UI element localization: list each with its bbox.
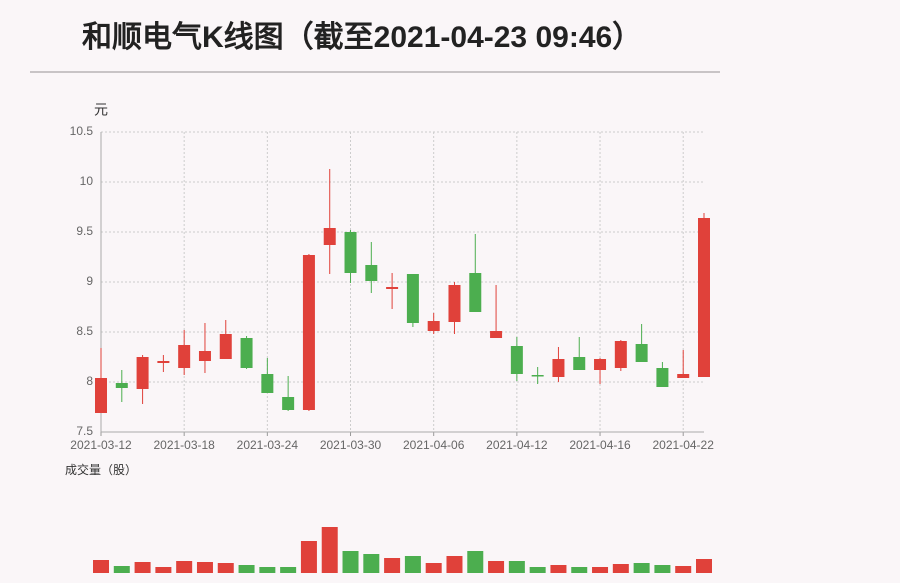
volume-label: 成交量（股） [65, 462, 137, 477]
candle-body [198, 351, 211, 361]
x-tick-label: 2021-04-06 [403, 438, 465, 452]
volume-bar [592, 567, 609, 573]
volume-bar [446, 556, 463, 573]
volume-bar [217, 563, 234, 573]
volume-bar [342, 551, 359, 573]
candle-body [261, 374, 274, 393]
candle-body [178, 345, 191, 368]
x-tick-label: 2021-04-12 [486, 438, 548, 452]
volume-bar [696, 559, 712, 573]
candle-body [552, 359, 565, 377]
candle-body [386, 287, 399, 289]
candle-body [406, 274, 419, 323]
volume-bar [155, 567, 172, 573]
x-tick-label: 2021-03-30 [320, 438, 382, 452]
y-tick-label: 10 [80, 174, 94, 188]
candle-body [510, 346, 523, 374]
volume-bar [384, 558, 401, 573]
candle-body [282, 397, 295, 410]
volume-bar [321, 527, 338, 573]
y-tick-label: 7.5 [76, 424, 93, 438]
volume-bar [425, 563, 442, 573]
volume-bar [508, 561, 525, 573]
volume-bar [259, 567, 276, 573]
volume-bar [550, 565, 567, 573]
x-tick-label: 2021-04-22 [653, 438, 715, 452]
volume-bar [654, 565, 671, 573]
candle-body [136, 357, 149, 389]
candle-body [635, 344, 648, 362]
volume-bar [280, 567, 297, 573]
candle-body [573, 357, 586, 370]
y-tick-label: 9 [86, 274, 93, 288]
candle-body [490, 331, 503, 338]
volume-bar [238, 565, 255, 573]
candle-body [698, 218, 710, 377]
x-tick-label: 2021-03-12 [70, 438, 132, 452]
volume-bar [176, 561, 193, 573]
candle-body [656, 368, 669, 387]
volume-bar [134, 562, 151, 573]
candle-body [594, 359, 607, 370]
candle-body [677, 374, 690, 378]
candle-body [469, 273, 482, 312]
candle-body [365, 265, 378, 281]
x-tick-label: 2021-04-16 [569, 438, 631, 452]
volume-bar [529, 567, 546, 573]
y-axis-label: 元 [94, 102, 108, 118]
volume-bar [363, 554, 380, 573]
volume-bar [488, 561, 505, 573]
y-tick-label: 8 [86, 374, 93, 388]
candle-body [344, 232, 357, 273]
candle-body [157, 361, 170, 363]
candle-body [531, 375, 544, 377]
volume-bar [300, 541, 317, 573]
candle-body [240, 338, 253, 368]
volume-bar [196, 562, 213, 573]
y-tick-label: 9.5 [76, 224, 93, 238]
candle-body [614, 341, 627, 368]
candle-body [115, 383, 128, 388]
volume-bar [113, 566, 130, 573]
candle-body [448, 285, 461, 322]
volume-bar [675, 566, 692, 573]
volume-bar [404, 556, 421, 573]
volume-bar [571, 567, 588, 573]
volume-bar [93, 560, 109, 573]
candle-body [302, 255, 315, 410]
x-tick-label: 2021-03-18 [153, 438, 215, 452]
volume-bar [612, 564, 629, 573]
candle-body [427, 321, 440, 331]
candle-body [323, 228, 336, 245]
x-tick-label: 2021-03-24 [237, 438, 299, 452]
candle-body [95, 378, 107, 413]
volume-bar [467, 551, 484, 573]
candle-body [219, 334, 232, 359]
y-tick-label: 8.5 [76, 324, 93, 338]
chart-title: 和顺电气K线图（截至2021-04-23 09:46） [82, 20, 642, 54]
volume-bar [633, 563, 650, 573]
y-tick-label: 10.5 [70, 124, 94, 138]
